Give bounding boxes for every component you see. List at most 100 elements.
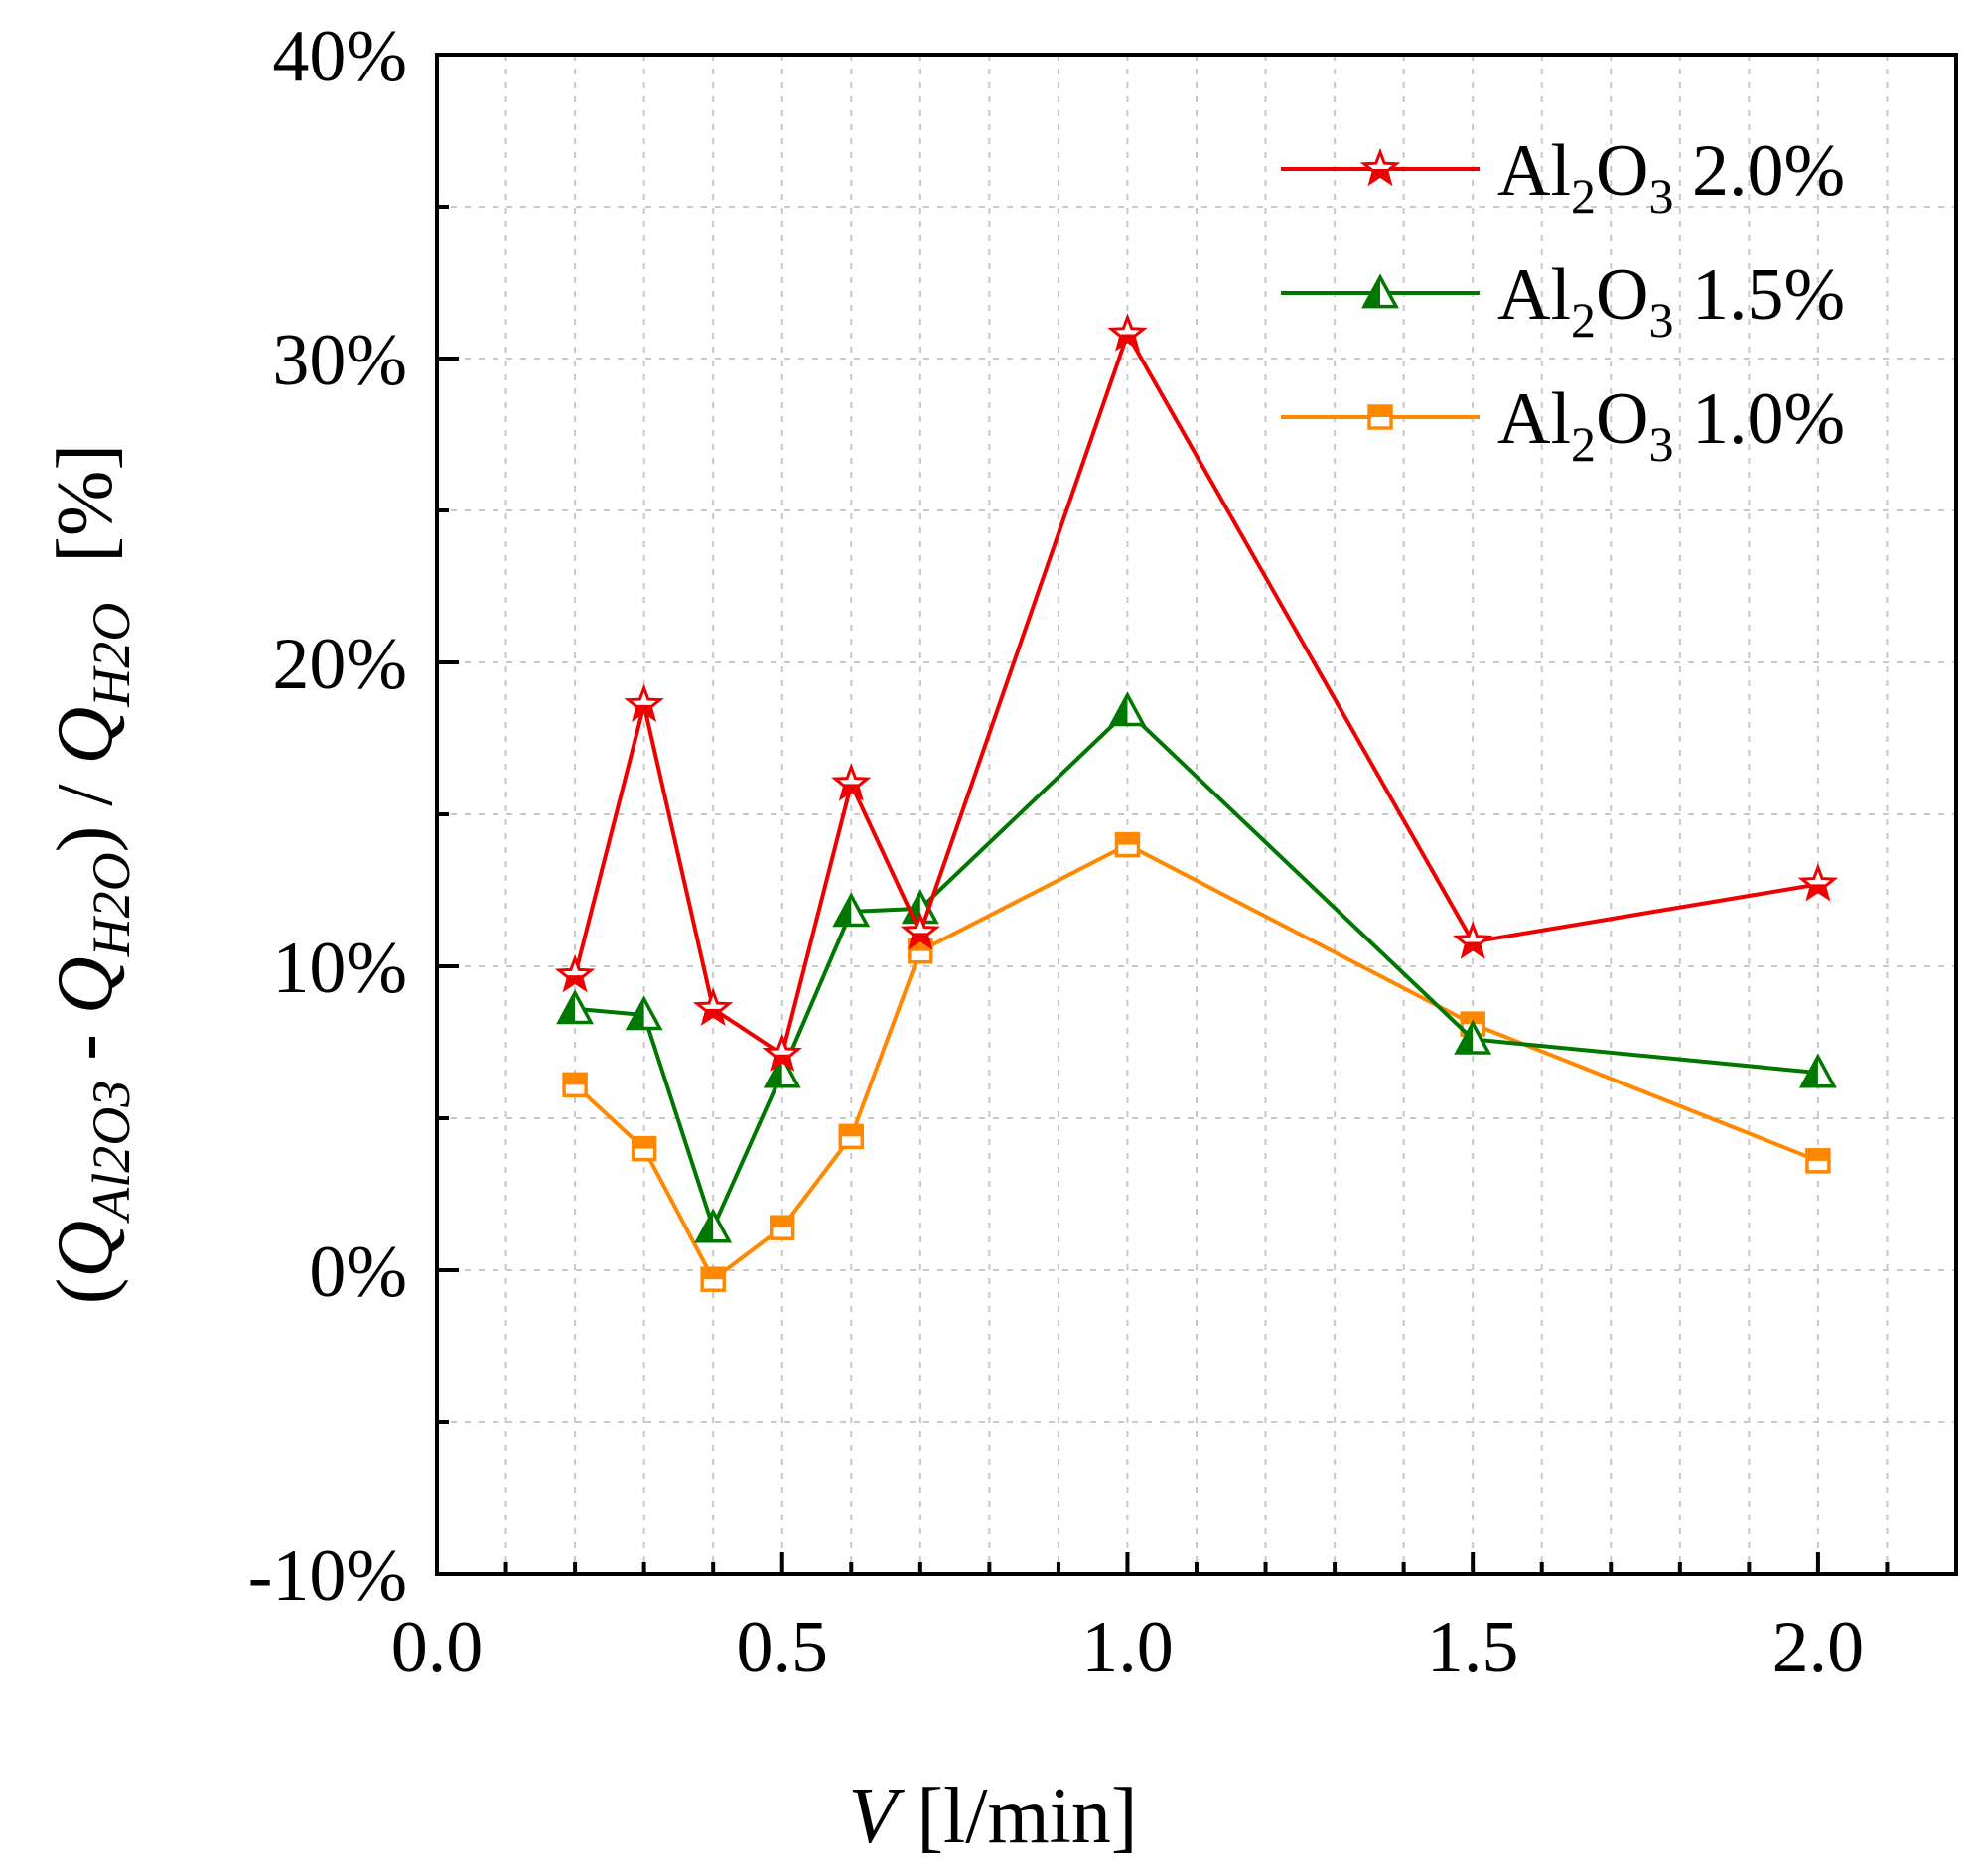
x-tick-label: 1.0 bbox=[1081, 1607, 1174, 1688]
tick-labels: 0.0 0.5 1.0 1.5 2.0 -10% 0% 10% 20% 30% 40% bbox=[248, 16, 1864, 1688]
data-point bbox=[1798, 1053, 1837, 1088]
marker-fill bbox=[835, 895, 852, 926]
data-point bbox=[1797, 863, 1839, 902]
marker-fill bbox=[771, 1217, 793, 1228]
data-point bbox=[1107, 313, 1148, 352]
data-point bbox=[562, 1072, 588, 1098]
x-tick-label: 0.0 bbox=[391, 1607, 484, 1688]
data-point bbox=[900, 911, 941, 950]
y-tick-label: 20% bbox=[272, 624, 407, 705]
legend-label-part: O bbox=[1596, 130, 1648, 212]
data-point bbox=[832, 892, 871, 928]
data-point bbox=[692, 987, 734, 1027]
x-axis-title: V [l/min] bbox=[848, 1773, 1137, 1860]
marker-fill bbox=[702, 1268, 725, 1280]
data-point bbox=[556, 989, 595, 1025]
marker-fill bbox=[1457, 1023, 1474, 1054]
marker-fill bbox=[1369, 406, 1391, 417]
marker-fill bbox=[1806, 1149, 1829, 1161]
marker-fill bbox=[703, 1008, 724, 1023]
marker-fill bbox=[697, 1212, 714, 1241]
marker-fill bbox=[1801, 1057, 1818, 1086]
legend-label-part: 2 bbox=[1571, 168, 1596, 223]
legend-label-part: O bbox=[1596, 254, 1648, 336]
data-point bbox=[700, 1266, 726, 1292]
legend-marker bbox=[1367, 404, 1393, 430]
marker-fill bbox=[841, 784, 862, 798]
x-tick-label: 0.5 bbox=[736, 1607, 828, 1688]
data-point bbox=[694, 1208, 733, 1243]
marker-fill bbox=[910, 933, 930, 947]
legend-label-part: O bbox=[1596, 378, 1648, 460]
data-point bbox=[1114, 831, 1141, 858]
legend-label-part: 3 bbox=[1648, 416, 1673, 472]
data-point bbox=[631, 1135, 657, 1162]
legend-entry: Al2O3 2.0% bbox=[1281, 130, 1845, 223]
marker-fill bbox=[840, 1125, 863, 1137]
marker-fill bbox=[1462, 1013, 1484, 1025]
data-point bbox=[762, 1033, 803, 1072]
legend-label: Al2O3 1.5% bbox=[1497, 254, 1845, 348]
series-layer bbox=[554, 313, 1839, 1292]
legend-label-part: 2 bbox=[1571, 416, 1596, 472]
marker-fill bbox=[1364, 277, 1380, 307]
legend-label-part: 2.0% bbox=[1673, 130, 1845, 212]
marker-fill bbox=[634, 704, 654, 719]
data-point bbox=[554, 953, 596, 993]
marker-outline bbox=[1107, 313, 1148, 352]
y-axis-title: (QAl2O3 - QH2O) / QH2O[%] bbox=[42, 444, 141, 1304]
y-tick-label: 30% bbox=[272, 320, 407, 401]
y-tick-label: -10% bbox=[248, 1535, 407, 1617]
marker-fill bbox=[633, 1137, 655, 1149]
axes bbox=[435, 53, 1958, 1576]
data-point bbox=[1805, 1148, 1831, 1174]
marker-outline bbox=[554, 953, 596, 993]
data-point bbox=[1108, 691, 1147, 727]
legend-marker bbox=[1361, 273, 1399, 309]
legend-label-part: Al bbox=[1497, 378, 1571, 460]
legend-entry: Al2O3 1.5% bbox=[1281, 254, 1845, 348]
marker-outline bbox=[1452, 921, 1493, 959]
legend-label-part: 2 bbox=[1571, 292, 1596, 348]
x-tick-label: 1.5 bbox=[1427, 1607, 1519, 1688]
marker-fill bbox=[772, 1054, 792, 1069]
marker-fill bbox=[1117, 334, 1138, 349]
legend: Al2O3 2.0%Al2O3 1.5%Al2O3 1.0% bbox=[1281, 130, 1845, 472]
data-point bbox=[1454, 1019, 1492, 1055]
marker-fill bbox=[1807, 884, 1828, 899]
data-point bbox=[769, 1215, 795, 1240]
marker-fill bbox=[1463, 941, 1483, 956]
marker-fill bbox=[565, 975, 586, 989]
data-point bbox=[831, 763, 872, 801]
data-point bbox=[1452, 921, 1493, 959]
legend-label-part: 1.0% bbox=[1673, 378, 1845, 460]
legend-label-part: 1.5% bbox=[1673, 254, 1845, 336]
x-tick-label: 2.0 bbox=[1772, 1607, 1865, 1688]
y-tick-label: 10% bbox=[272, 928, 407, 1009]
legend-label-part: Al bbox=[1497, 130, 1571, 212]
legend-marker bbox=[1359, 147, 1401, 187]
legend-label: Al2O3 1.0% bbox=[1497, 378, 1845, 472]
marker-fill bbox=[904, 892, 920, 923]
legend-label-part: 3 bbox=[1648, 168, 1673, 223]
marker-fill bbox=[628, 998, 644, 1029]
marker-fill bbox=[559, 992, 576, 1023]
grid bbox=[437, 55, 1956, 1574]
y-tick-label: 0% bbox=[309, 1231, 407, 1313]
data-point bbox=[624, 683, 664, 723]
data-point bbox=[625, 995, 663, 1031]
legend-label-part: 3 bbox=[1648, 292, 1673, 348]
series-triangle bbox=[556, 691, 1837, 1243]
series-line bbox=[574, 709, 1819, 1230]
marker-fill bbox=[1111, 694, 1128, 725]
series-square bbox=[562, 831, 1831, 1292]
marker-fill bbox=[1116, 833, 1139, 845]
legend-entry: Al2O3 1.0% bbox=[1281, 378, 1845, 472]
y-tick-label: 40% bbox=[272, 16, 407, 97]
marker-fill bbox=[1370, 169, 1390, 183]
series-star bbox=[554, 313, 1839, 1072]
data-point bbox=[838, 1123, 865, 1150]
legend-label-part: Al bbox=[1497, 254, 1571, 336]
marker-fill bbox=[564, 1074, 587, 1085]
